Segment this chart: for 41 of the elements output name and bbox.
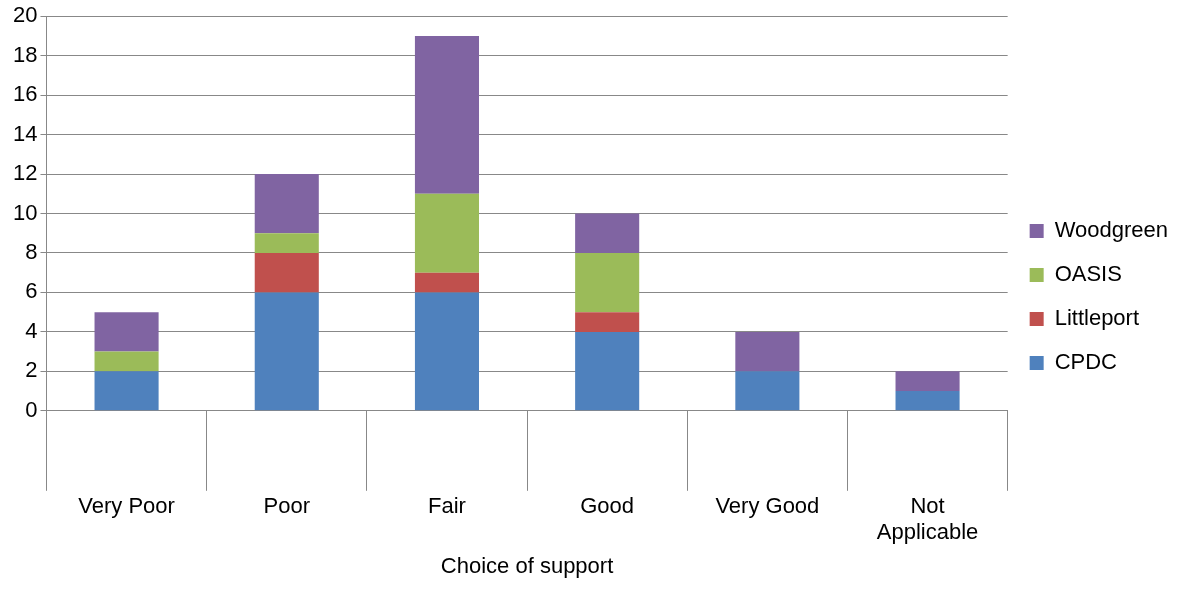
y-tick-label: 16 (12, 81, 38, 107)
legend-label: Woodgreen (1054, 217, 1168, 243)
legend-label: OASIS (1054, 261, 1122, 287)
legend-label: CPDC (1054, 349, 1118, 375)
bar (94, 351, 159, 372)
y-tick-label: 14 (12, 120, 38, 146)
x-tick-label: Very Good (715, 493, 820, 519)
bar (414, 35, 480, 194)
bar (575, 213, 640, 253)
bar (94, 312, 159, 352)
y-tick-label: 6 (25, 278, 38, 304)
y-tick-label: 2 (25, 357, 38, 383)
legend-label: Littleport (1054, 305, 1140, 331)
y-tick-label: 12 (12, 160, 38, 186)
x-axis-title: Choice of support (440, 552, 614, 578)
bar (254, 233, 319, 253)
y-tick-label: 18 (12, 41, 38, 67)
x-tick-label: Very Poor (78, 493, 175, 519)
bar (414, 272, 480, 293)
x-tick-label: Not Applicable (876, 493, 979, 545)
y-tick-label: 4 (25, 317, 38, 343)
x-tick-label: Fair (428, 493, 466, 519)
bar (254, 252, 319, 293)
bar (735, 331, 800, 372)
bar (254, 174, 319, 234)
bar (575, 312, 640, 332)
bar (94, 371, 159, 411)
bar (414, 193, 480, 273)
bar (575, 331, 640, 411)
x-tick-label: Good (580, 493, 635, 519)
bar (735, 371, 800, 411)
x-tick-label: Poor (263, 493, 311, 519)
y-tick-label: 10 (12, 199, 38, 225)
bar (895, 371, 960, 392)
bar (895, 391, 960, 411)
y-tick-label: 8 (25, 239, 38, 265)
y-tick-label: 0 (25, 396, 38, 422)
bar (575, 252, 640, 313)
y-tick-label: 20 (12, 2, 38, 28)
bar (254, 292, 319, 411)
bar (414, 292, 480, 411)
